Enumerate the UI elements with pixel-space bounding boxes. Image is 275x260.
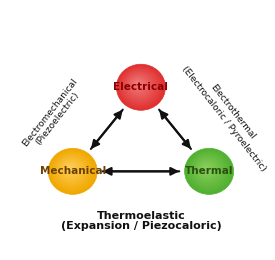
Circle shape — [186, 149, 232, 193]
Circle shape — [136, 83, 139, 85]
Circle shape — [124, 71, 156, 101]
Text: (Expansion / Piezocaloric): (Expansion / Piezocaloric) — [60, 222, 221, 231]
Circle shape — [61, 160, 80, 178]
Circle shape — [191, 154, 225, 186]
Circle shape — [59, 158, 83, 181]
Circle shape — [204, 167, 207, 169]
Circle shape — [56, 155, 87, 185]
Circle shape — [49, 149, 96, 193]
Circle shape — [187, 150, 231, 192]
Circle shape — [130, 77, 147, 93]
Circle shape — [125, 72, 154, 100]
Circle shape — [129, 76, 148, 94]
Circle shape — [197, 160, 217, 178]
Circle shape — [117, 65, 164, 109]
Circle shape — [116, 64, 166, 110]
Circle shape — [48, 148, 97, 194]
Circle shape — [204, 166, 208, 171]
Circle shape — [202, 165, 210, 172]
Circle shape — [119, 66, 163, 108]
Text: Thermal: Thermal — [185, 166, 233, 176]
Circle shape — [193, 156, 222, 184]
Circle shape — [120, 67, 161, 106]
Circle shape — [131, 78, 146, 92]
Circle shape — [198, 161, 215, 177]
Circle shape — [133, 80, 143, 89]
Circle shape — [66, 165, 73, 172]
Circle shape — [65, 164, 75, 173]
Circle shape — [201, 164, 211, 173]
Circle shape — [64, 163, 76, 174]
Circle shape — [192, 155, 224, 185]
Text: Thermoelastic: Thermoelastic — [97, 211, 185, 221]
Circle shape — [53, 153, 90, 188]
Circle shape — [57, 157, 85, 183]
Circle shape — [50, 150, 94, 192]
Circle shape — [123, 70, 157, 102]
Circle shape — [62, 161, 79, 177]
Circle shape — [51, 151, 93, 190]
Circle shape — [57, 156, 86, 184]
Circle shape — [122, 69, 158, 104]
Circle shape — [60, 159, 82, 180]
Circle shape — [188, 151, 229, 190]
Circle shape — [68, 167, 70, 169]
Circle shape — [195, 158, 219, 181]
Circle shape — [54, 154, 89, 186]
Text: Electromechanical
(Piezoelectric): Electromechanical (Piezoelectric) — [20, 76, 87, 154]
Circle shape — [128, 75, 150, 96]
Circle shape — [135, 82, 140, 87]
Circle shape — [53, 152, 92, 189]
Text: Mechanical: Mechanical — [40, 166, 106, 176]
Circle shape — [127, 74, 151, 97]
Circle shape — [189, 152, 228, 189]
Text: Electrothermal
(Electrocaloric / Pyroelectric): Electrothermal (Electrocaloric / Pyroele… — [180, 58, 275, 173]
Circle shape — [190, 153, 227, 188]
Text: Electrical: Electrical — [114, 82, 168, 92]
Circle shape — [121, 68, 160, 105]
Circle shape — [67, 166, 72, 171]
Circle shape — [194, 157, 221, 183]
Circle shape — [200, 163, 213, 174]
Circle shape — [132, 79, 144, 90]
Circle shape — [63, 162, 78, 176]
Circle shape — [134, 81, 142, 88]
Circle shape — [185, 148, 234, 194]
Circle shape — [126, 73, 153, 98]
Circle shape — [196, 159, 218, 180]
Circle shape — [199, 162, 214, 176]
